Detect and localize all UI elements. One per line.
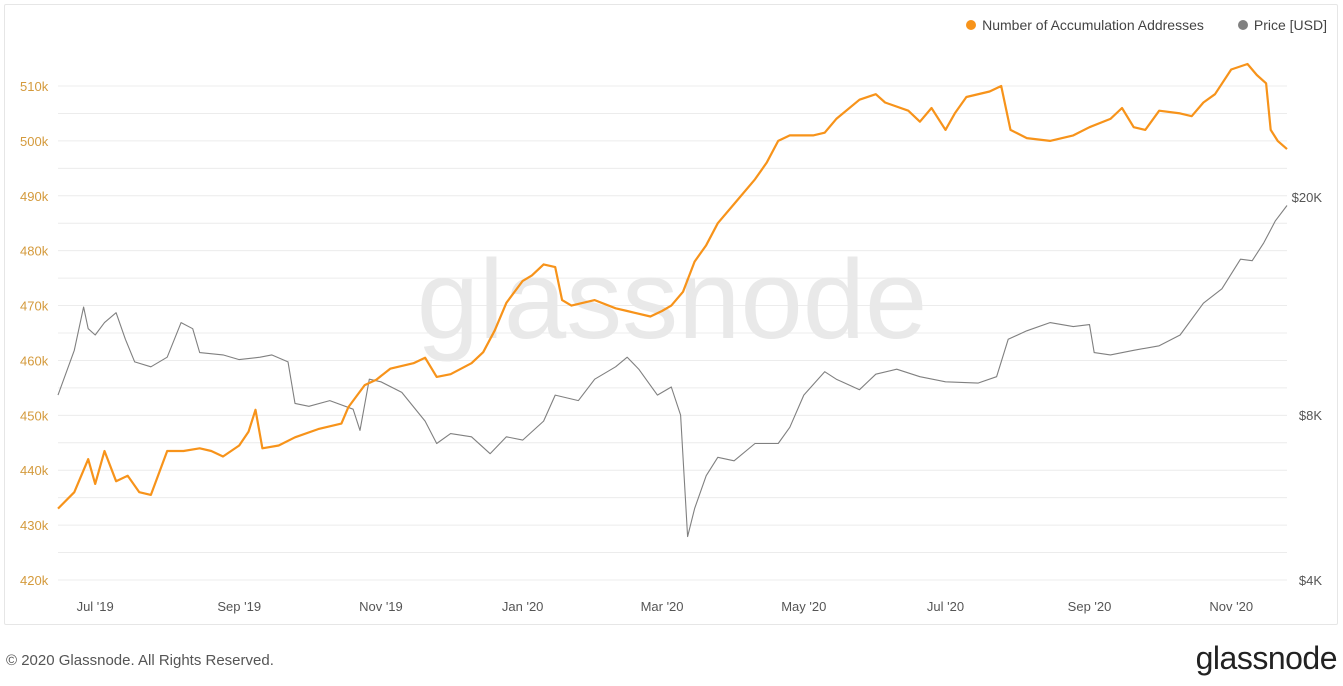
x-tick-label: Sep '19: [217, 599, 261, 614]
legend-label: Number of Accumulation Addresses: [982, 17, 1204, 33]
y-right-tick-label: $8K: [1299, 408, 1322, 423]
x-axis: Jul '19 Sep '19 Nov '19 Jan '20 Mar '20 May '…: [77, 599, 1253, 614]
y-right-tick-label: $20K: [1292, 190, 1323, 205]
y-left-tick-label: 510k: [20, 79, 49, 94]
x-tick-label: Mar '20: [641, 599, 684, 614]
copyright-text: © 2020 Glassnode. All Rights Reserved.: [6, 652, 274, 669]
x-tick-label: Sep '20: [1068, 599, 1112, 614]
y-left-tick-label: 460k: [20, 353, 49, 368]
right-axis: $4K $8K $20K: [1292, 190, 1323, 588]
y-left-tick-label: 490k: [20, 189, 49, 204]
y-left-tick-label: 450k: [20, 408, 49, 423]
legend: Number of Accumulation Addresses Price […: [966, 17, 1327, 33]
x-tick-label: Jan '20: [502, 599, 544, 614]
gridlines: [58, 85, 1287, 581]
x-tick-label: Nov '20: [1209, 599, 1253, 614]
legend-item-price[interactable]: Price [USD]: [1237, 17, 1327, 33]
y-left-tick-label: 470k: [20, 299, 49, 314]
price-series-line: [57, 205, 1288, 538]
legend-dot-icon: [966, 20, 977, 30]
legend-item-accumulation[interactable]: Number of Accumulation Addresses: [966, 17, 1204, 33]
x-tick-label: Jul '20: [927, 599, 964, 614]
chart-frame: [4, 4, 1338, 625]
y-left-tick-label: 420k: [20, 573, 49, 588]
x-tick-label: Jul '19: [77, 599, 114, 614]
legend-dot-icon: [1237, 20, 1248, 30]
y-left-tick-label: 440k: [20, 463, 49, 478]
y-left-tick-label: 500k: [20, 134, 49, 149]
left-axis: 420k 430k 440k 450k 460k 470k 480k 490k 500k 510k: [20, 79, 49, 588]
series-layer: [57, 62, 1288, 538]
y-left-tick-label: 430k: [20, 518, 49, 533]
glassnode-logo: glassnode: [1195, 640, 1338, 676]
y-left-tick-label: 480k: [20, 244, 49, 259]
watermark: glassnode: [417, 237, 928, 362]
y-right-tick-label: $4K: [1299, 573, 1322, 588]
legend-label: Price [USD]: [1253, 17, 1327, 33]
x-tick-label: May '20: [781, 599, 826, 614]
x-tick-label: Nov '19: [359, 599, 403, 614]
accumulation-series-line: [57, 62, 1288, 510]
